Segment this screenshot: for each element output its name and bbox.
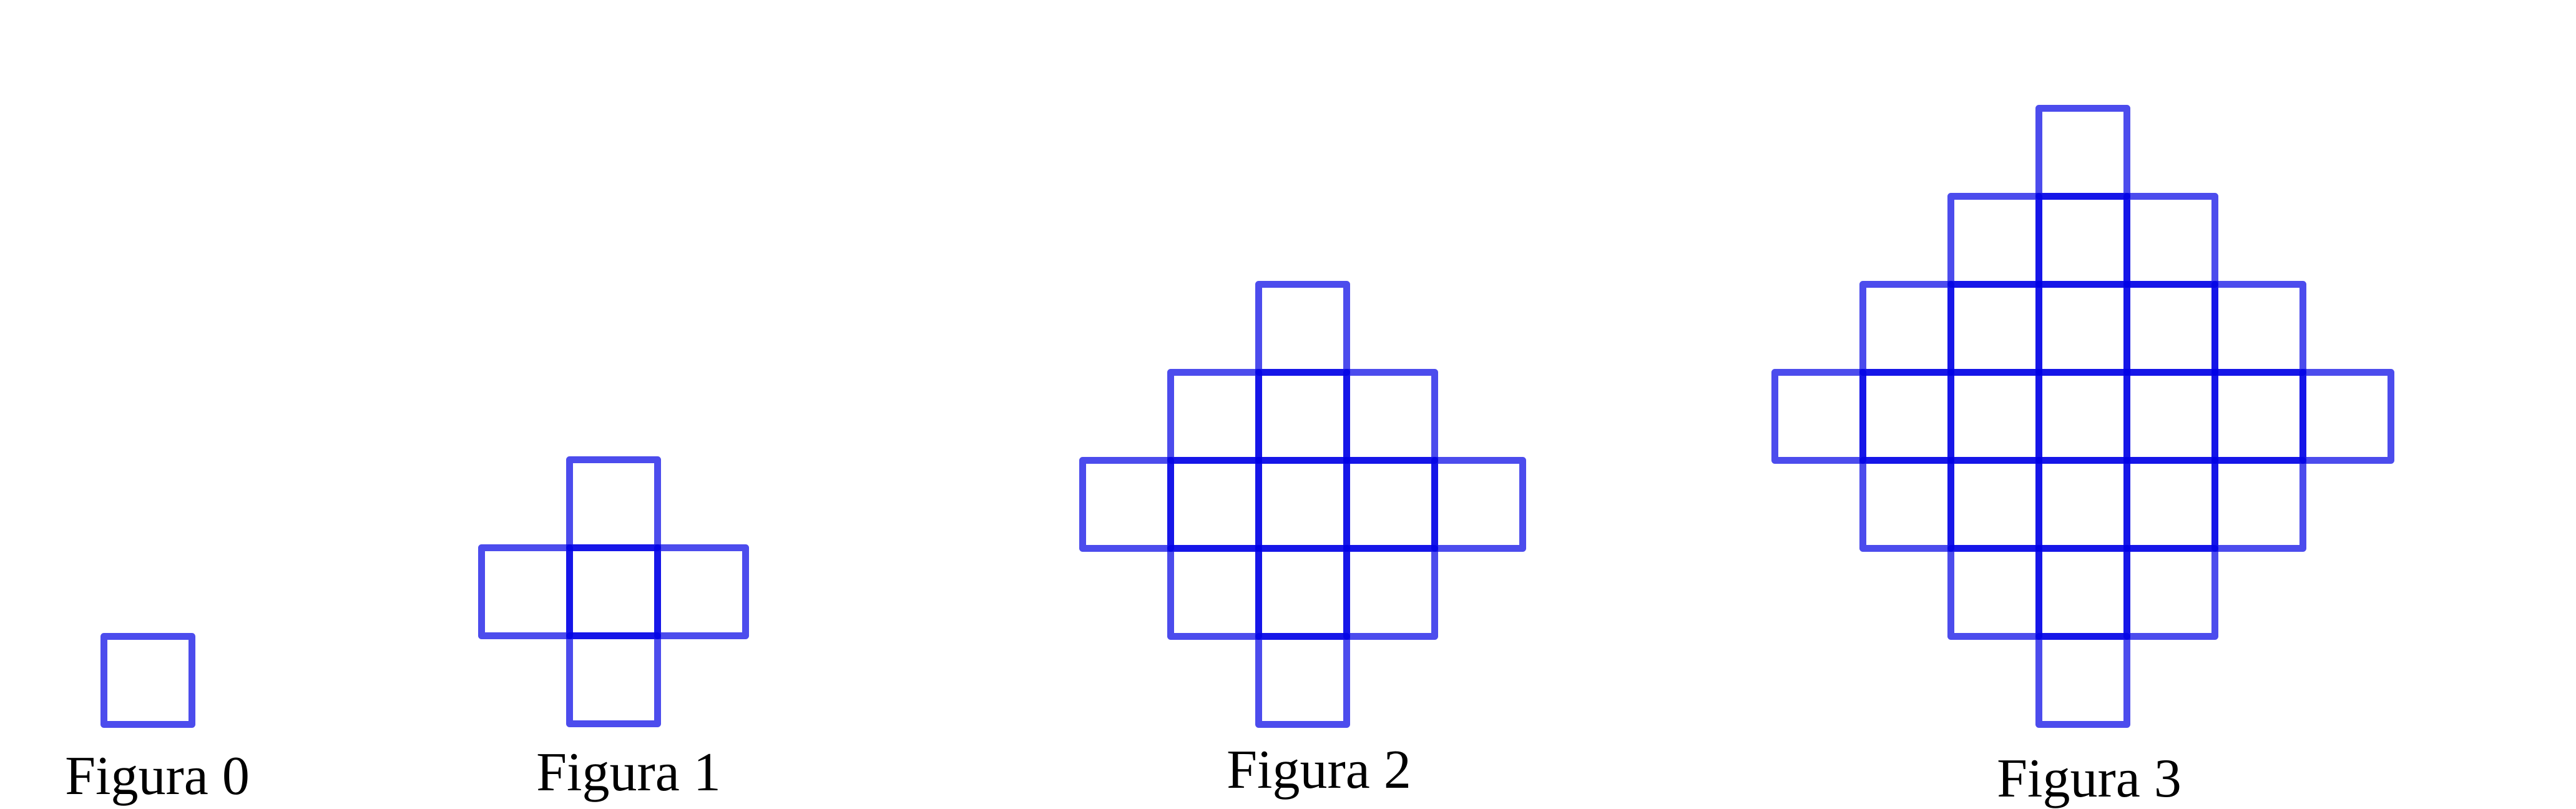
figure-2-square — [1255, 369, 1350, 464]
figure-1 — [478, 456, 749, 727]
figure-2-square — [1167, 545, 1262, 640]
figure-1-square — [566, 456, 661, 551]
figure-2-square — [1167, 457, 1262, 552]
figure-3-square — [1947, 457, 2042, 552]
figure-2-square — [1255, 633, 1350, 728]
figure-3-square — [2211, 457, 2306, 552]
figure-2-square — [1255, 281, 1350, 376]
figure-3-square — [2299, 369, 2394, 464]
figure-3-square — [1859, 457, 1954, 552]
figure-3-square — [1947, 545, 2042, 640]
figure-3-square — [1947, 369, 2042, 464]
figure-3-square — [2035, 193, 2130, 288]
figure-1-square — [566, 632, 661, 727]
figure-3-square — [2035, 281, 2130, 376]
figure-3-square — [1859, 281, 1954, 376]
figure-2 — [1079, 281, 1526, 728]
figure-3-square — [2035, 369, 2130, 464]
figure-3-square — [1947, 281, 2042, 376]
figure-2-square — [1167, 369, 1262, 464]
figure-3-square — [2211, 369, 2306, 464]
figure-2-label: Figura 2 — [1227, 740, 1411, 800]
figure-2-square — [1255, 545, 1350, 640]
figure-3-square — [2123, 281, 2218, 376]
figure-3-square — [1947, 193, 2042, 288]
figure-3-square — [2211, 281, 2306, 376]
figure-3-square — [2123, 545, 2218, 640]
figure-0-square — [100, 633, 195, 728]
figure-3-square — [2123, 369, 2218, 464]
figure-2-square — [1079, 457, 1174, 552]
figure-1-label: Figura 1 — [536, 742, 721, 803]
figure-3-square — [2035, 545, 2130, 640]
figure-0 — [100, 633, 195, 728]
figure-3-square — [1771, 369, 1866, 464]
figure-2-square — [1343, 457, 1438, 552]
figure-3-label: Figura 3 — [1997, 748, 2182, 809]
figure-3-square — [1859, 369, 1954, 464]
figure-2-square — [1343, 369, 1438, 464]
figure-2-square — [1343, 545, 1438, 640]
figure-1-square — [478, 544, 573, 639]
figure-3-square — [2123, 193, 2218, 288]
figure-0-label: Figura 0 — [65, 746, 250, 807]
figure-1-square — [654, 544, 749, 639]
figure-2-square — [1255, 457, 1350, 552]
figure-3-square — [2035, 457, 2130, 552]
figure-2-square — [1431, 457, 1526, 552]
figure-3-square — [2123, 457, 2218, 552]
figure-3-square — [2035, 105, 2130, 200]
figure-3 — [1771, 105, 2394, 728]
figure-3-square — [2035, 633, 2130, 728]
figure-1-square — [566, 544, 661, 639]
